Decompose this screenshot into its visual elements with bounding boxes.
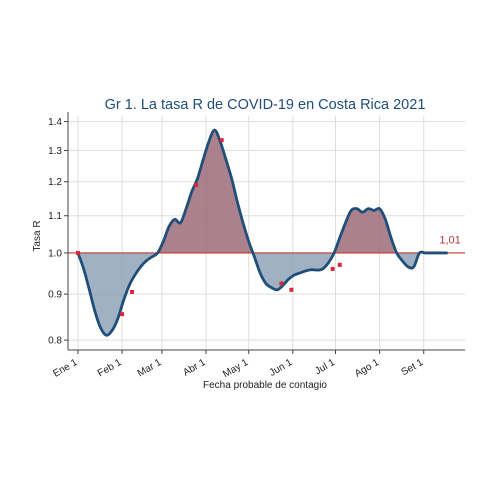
- area-fills: [77, 130, 447, 336]
- y-tick-label: 1.0: [48, 248, 62, 259]
- annotations: 1,01: [439, 234, 460, 246]
- x-tick-label: Set 1: [400, 357, 426, 378]
- series-line: [76, 128, 448, 337]
- x-tick-label: Feb 1: [96, 357, 124, 380]
- chart-title: Gr 1. La tasa R de COVID-19 en Costa Ric…: [105, 97, 426, 113]
- y-tick-label: 1.4: [48, 117, 62, 128]
- point-marker: [120, 312, 125, 317]
- y-tick-label: 1.3: [48, 146, 62, 157]
- point-marker: [337, 262, 342, 267]
- x-axis-label: Fecha probable de contagio: [203, 380, 327, 391]
- point-marker: [279, 281, 284, 286]
- x-tick-label: May 1: [221, 357, 250, 380]
- point-marker: [194, 183, 199, 188]
- y-ticks: 0.8 0.9 1.0 1.1 1.2 1.3 1.4: [48, 117, 68, 347]
- x-tick-label: Ene 1: [51, 357, 80, 380]
- y-axis-label: Tasa R: [32, 220, 43, 251]
- area-above-reference: [157, 130, 426, 253]
- y-tick-label: 0.9: [48, 290, 62, 301]
- y-tick-label: 1.2: [48, 177, 62, 188]
- axes: [67, 112, 465, 351]
- y-tick-label: 0.8: [48, 336, 62, 347]
- point-marker: [130, 289, 135, 294]
- series-lines: [76, 128, 448, 337]
- point-marker: [75, 250, 80, 255]
- x-tick-label: Abr 1: [181, 357, 208, 379]
- x-tick-label: Mar 1: [136, 357, 164, 380]
- point-markers: [75, 138, 342, 317]
- gridlines: [68, 116, 465, 350]
- x-ticks: Ene 1 Feb 1 Mar 1 Abr 1 May 1 Jun 1 Jul 1 Ago 1…: [51, 350, 426, 380]
- x-tick-label: Jun 1: [268, 357, 295, 379]
- point-marker: [289, 287, 294, 292]
- x-tick-label: Jul 1: [313, 357, 337, 377]
- annotation-label: 1,01: [439, 234, 460, 246]
- y-tick-label: 1.1: [48, 211, 62, 222]
- point-marker: [330, 266, 335, 271]
- area-below-reference: [77, 252, 447, 336]
- point-marker: [219, 138, 224, 143]
- x-tick-label: Ago 1: [353, 357, 382, 380]
